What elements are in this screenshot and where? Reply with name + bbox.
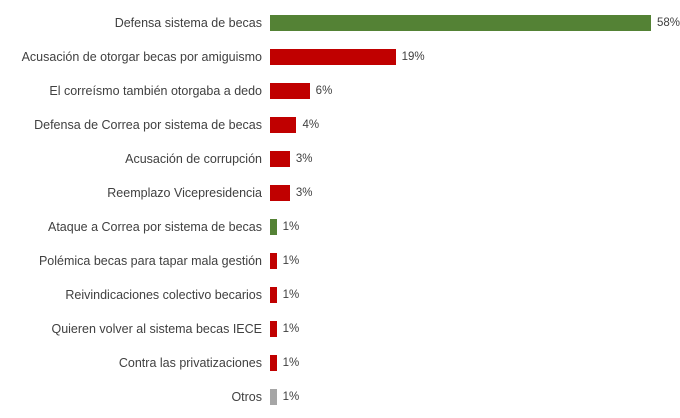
chart-row: Ataque a Correa por sistema de becas 1%: [0, 210, 680, 244]
category-label: Quieren volver al sistema becas IECE: [51, 322, 262, 336]
value-label: 1%: [282, 221, 300, 233]
value-label: 3%: [295, 187, 313, 199]
chart-row: Reivindicaciones colectivo becarios 1%: [0, 278, 680, 312]
chart-row: Contra las privatizaciones 1%: [0, 346, 680, 380]
category-label: Defensa de Correa por sistema de becas: [34, 118, 262, 132]
category-label: Defensa sistema de becas: [114, 16, 262, 30]
value-label: 1%: [282, 323, 300, 335]
chart-row: Defensa sistema de becas 58%: [0, 6, 680, 40]
category-label: Polémica becas para tapar mala gestión: [38, 254, 262, 268]
category-label: Reivindicaciones colectivo becarios: [65, 288, 262, 302]
bar-area: 1%: [270, 312, 680, 346]
chart-row: Quieren volver al sistema becas IECE 1%: [0, 312, 680, 346]
value-label: 1%: [282, 255, 300, 267]
bar-area: 6%: [270, 74, 680, 108]
bar-area: 1%: [270, 278, 680, 312]
chart-row: Otros 1%: [0, 380, 680, 414]
value-label: 19%: [401, 51, 425, 63]
value-label: 58%: [656, 17, 680, 29]
bar: [270, 185, 290, 201]
chart-row: Polémica becas para tapar mala gestión 1…: [0, 244, 680, 278]
bar-area: 4%: [270, 108, 680, 142]
category-label: El correísmo también otorgaba a dedo: [49, 84, 262, 98]
bar: [270, 287, 277, 303]
chart-row: Defensa de Correa por sistema de becas 4…: [0, 108, 680, 142]
bar: [270, 321, 277, 337]
bar: [270, 151, 290, 167]
bar: [270, 389, 277, 405]
category-label: Acusación de otorgar becas por amiguismo: [21, 50, 262, 64]
bar-area: 1%: [270, 346, 680, 380]
bar-area: 3%: [270, 142, 680, 176]
bar: [270, 83, 310, 99]
bar: [270, 219, 277, 235]
bar: [270, 117, 297, 133]
bar-area: 1%: [270, 244, 680, 278]
value-label: 1%: [282, 391, 300, 403]
bar-area: 19%: [270, 40, 680, 74]
value-label: 3%: [295, 153, 313, 165]
category-label: Otros: [231, 390, 262, 404]
chart-row: Acusación de corrupción 3%: [0, 142, 680, 176]
bar-area: 1%: [270, 210, 680, 244]
category-label: Contra las privatizaciones: [118, 356, 262, 370]
bar: [270, 15, 651, 31]
bar: [270, 49, 396, 65]
value-label: 6%: [315, 85, 333, 97]
category-label: Ataque a Correa por sistema de becas: [47, 220, 262, 234]
value-label: 1%: [282, 357, 300, 369]
bar-area: 58%: [270, 6, 680, 40]
chart-row: Reemplazo Vicepresidencia 3%: [0, 176, 680, 210]
bar: [270, 253, 277, 269]
bar-area: 1%: [270, 380, 680, 414]
category-label: Acusación de corrupción: [125, 152, 262, 166]
value-label: 4%: [302, 119, 320, 131]
chart-row: Acusación de otorgar becas por amiguismo…: [0, 40, 680, 74]
value-label: 1%: [282, 289, 300, 301]
category-label: Reemplazo Vicepresidencia: [107, 186, 262, 200]
bar: [270, 355, 277, 371]
chart-row: El correísmo también otorgaba a dedo 6%: [0, 74, 680, 108]
bar-area: 3%: [270, 176, 680, 210]
